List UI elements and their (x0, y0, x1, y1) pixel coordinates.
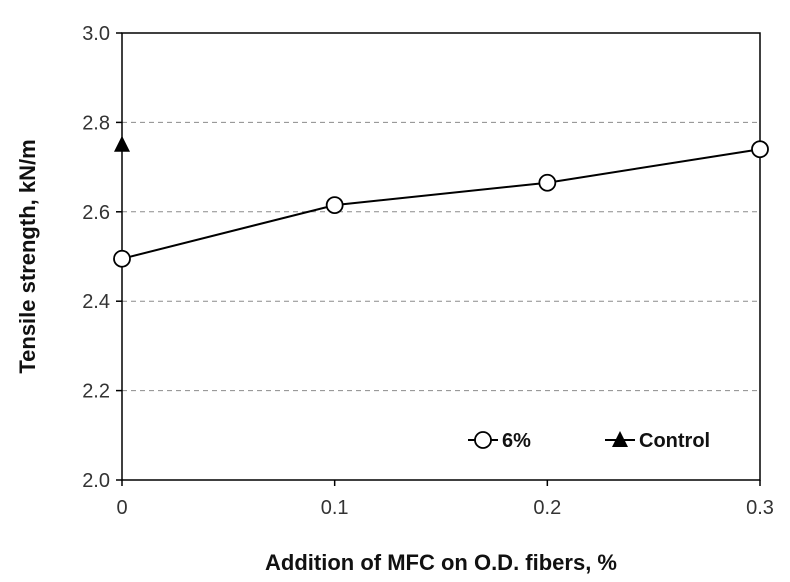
x-tick-label: 0 (116, 497, 127, 519)
legend-marker (612, 431, 628, 447)
data-point (113, 249, 131, 268)
x-tick-label: 0.3 (746, 497, 774, 519)
data-point (538, 173, 557, 192)
legend-entry: Control (605, 430, 710, 452)
y-axis-title: Tensile strength, kN/m (15, 139, 40, 373)
data-point (114, 135, 130, 152)
legend-marker (474, 431, 492, 449)
y-tick-label: 2.4 (82, 291, 110, 313)
x-axis-ticks: 0 0.1 0.2 0.3 (116, 480, 774, 519)
series-0 (113, 140, 769, 268)
legend: 6% Control (468, 430, 710, 452)
series-layer (113, 135, 769, 268)
series-1 (114, 135, 130, 152)
y-tick-label: 2.8 (82, 112, 110, 134)
legend-entry: 6% (468, 430, 531, 452)
y-tick-label: 2.6 (82, 202, 110, 224)
data-point (325, 196, 344, 214)
legend-label: Control (639, 430, 710, 452)
series-line (121, 148, 761, 260)
legend-label: 6% (502, 430, 531, 452)
x-tick-label: 0.1 (321, 497, 349, 519)
gridlines (122, 121, 760, 392)
y-tick-label: 2.0 (82, 470, 110, 492)
x-tick-label: 0.2 (533, 497, 561, 519)
y-tick-label: 2.2 (82, 381, 110, 403)
data-point (751, 140, 769, 159)
x-axis-title: Addition of MFC on O.D. fibers, % (265, 550, 617, 575)
y-tick-label: 3.0 (82, 23, 110, 45)
y-axis-ticks: 2.0 2.2 2.4 2.6 2.8 3.0 (82, 23, 122, 492)
